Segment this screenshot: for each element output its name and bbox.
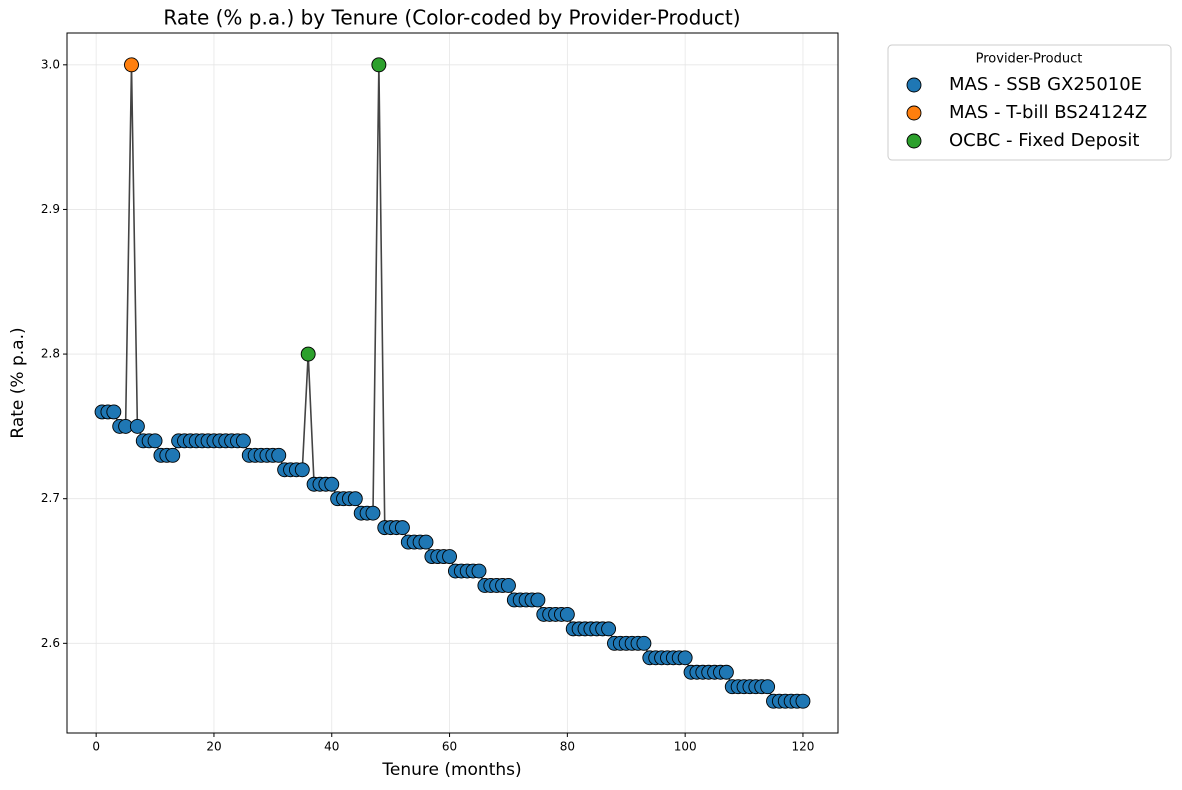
y-tick-label: 2.7 [41, 491, 60, 505]
point [300, 346, 316, 362]
x-tick-label: 20 [206, 740, 221, 754]
y-axis-label: Rate (% p.a.) [8, 327, 28, 438]
point [418, 534, 434, 550]
point [501, 578, 516, 593]
y-tick-label: 2.9 [41, 202, 60, 216]
point [471, 563, 487, 579]
point [530, 592, 546, 608]
point [636, 635, 652, 651]
x-tick-label: 0 [92, 740, 100, 754]
chart-title: Rate (% p.a.) by Tenure (Color-coded by … [163, 6, 740, 30]
point [601, 621, 617, 637]
y-tick-label: 2.8 [41, 347, 60, 361]
legend-box [887, 44, 1172, 161]
point [677, 650, 693, 666]
point [718, 664, 734, 680]
point [394, 520, 410, 536]
point [559, 606, 575, 622]
point [129, 418, 145, 434]
legend-marker [906, 133, 922, 149]
point [442, 549, 458, 565]
y-tick-label: 3.0 [41, 57, 60, 71]
plot-frame [66, 32, 839, 734]
legend-marker [906, 77, 922, 93]
legend-label: OCBC - Fixed Deposit [949, 130, 1139, 151]
point [271, 447, 287, 463]
legend: Provider-Product MAS - SSB GX25010E MAS - … [887, 44, 1172, 161]
point [235, 433, 251, 449]
x-axis-label: Tenure (months) [381, 760, 521, 780]
point [124, 57, 139, 73]
point [324, 476, 340, 492]
legend-label: MAS - T-bill BS24124Z [949, 102, 1147, 123]
point [371, 57, 387, 73]
x-tick-label: 120 [792, 740, 815, 754]
point [165, 447, 181, 463]
point [347, 491, 363, 507]
legend-label: MAS - SSB GX25010E [949, 74, 1142, 95]
x-tick-label: 100 [674, 740, 697, 754]
y-tick-label: 2.6 [41, 636, 60, 650]
point [294, 462, 310, 478]
point [795, 693, 811, 709]
point [760, 679, 776, 695]
point [147, 433, 163, 449]
legend-title: Provider-Product [976, 52, 1083, 67]
point [365, 505, 381, 521]
x-tick-label: 60 [442, 740, 457, 754]
legend-marker [906, 105, 922, 121]
point [106, 404, 122, 420]
x-tick-label: 80 [560, 740, 575, 754]
x-tick-label: 40 [324, 740, 339, 754]
